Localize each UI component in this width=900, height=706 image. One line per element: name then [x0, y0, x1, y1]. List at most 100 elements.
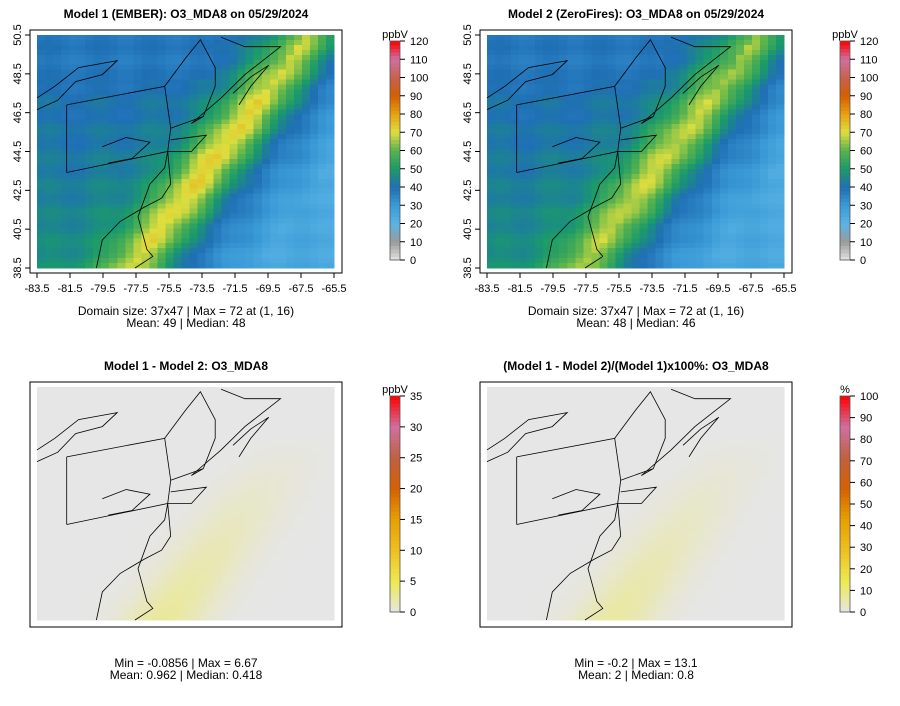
grid-cell	[173, 168, 182, 175]
grid-cell	[61, 69, 70, 76]
grid-cell	[277, 99, 287, 105]
grid-cell	[141, 89, 150, 95]
grid-cell	[599, 59, 608, 66]
grid-cell	[53, 431, 62, 438]
grid-cell	[719, 89, 729, 95]
grid-cell	[245, 401, 255, 408]
grid-cell	[61, 74, 70, 81]
grid-cell	[277, 223, 287, 229]
grid-cell	[157, 153, 166, 160]
grid-cell	[551, 35, 560, 41]
grid-cell	[309, 233, 319, 239]
grid-cell	[53, 466, 62, 472]
grid-cell	[719, 208, 729, 214]
grid-cell	[133, 49, 142, 56]
grid-cell	[631, 203, 641, 210]
grid-cell	[599, 178, 608, 185]
grid-cell	[205, 243, 215, 249]
grid-cell	[197, 94, 207, 100]
grid-cell	[197, 59, 207, 66]
grid-cell	[109, 238, 118, 244]
colorbar-swatch	[390, 172, 400, 177]
grid-cell	[85, 213, 94, 219]
grid-cell	[157, 134, 166, 140]
grid-cell	[37, 505, 46, 512]
grid-cell	[125, 510, 134, 517]
grid-cell	[735, 228, 745, 234]
grid-cell	[77, 441, 86, 447]
grid-cell	[575, 79, 584, 86]
grid-cell	[519, 49, 528, 56]
grid-cell	[213, 144, 223, 150]
grid-cell	[77, 391, 86, 398]
grid-cell	[189, 35, 199, 41]
border-line	[516, 151, 622, 269]
grid-cell	[269, 153, 279, 160]
grid-cell	[165, 238, 174, 244]
grid-cell	[85, 441, 94, 447]
grid-cell	[591, 233, 600, 239]
grid-cell	[45, 208, 54, 214]
grid-cell	[301, 84, 311, 91]
grid-cell	[527, 223, 536, 229]
grid-cell	[269, 84, 279, 91]
grid-cell	[655, 253, 665, 259]
grid-cell	[527, 89, 536, 95]
grid-cell	[109, 411, 118, 418]
colorbar-swatch	[840, 59, 850, 64]
grid-cell	[53, 263, 62, 269]
grid-cell	[221, 491, 231, 497]
grid-cell	[101, 441, 110, 447]
grid-cell	[309, 431, 319, 438]
grid-cell	[109, 228, 118, 234]
grid-cell	[37, 491, 46, 497]
grid-cell	[229, 258, 239, 264]
grid-cell	[293, 114, 303, 120]
grid-cell	[53, 104, 62, 110]
grid-cell	[61, 391, 70, 398]
grid-cell	[117, 208, 126, 214]
grid-cell	[511, 228, 520, 234]
grid-cell	[487, 218, 496, 224]
grid-cell	[487, 64, 496, 71]
grid-cell	[607, 144, 616, 150]
grid-cell	[101, 525, 110, 532]
grid-cell	[53, 238, 62, 244]
grid-cell	[487, 193, 496, 200]
grid-cell	[117, 476, 126, 482]
grid-cell	[157, 59, 166, 66]
grid-cell	[61, 496, 70, 502]
grid-cell	[695, 94, 705, 100]
grid-cell	[53, 456, 62, 462]
grid-cell	[213, 406, 223, 413]
grid-cell	[157, 416, 166, 423]
grid-cell	[261, 486, 271, 492]
grid-cell	[53, 535, 62, 542]
grid-cell	[679, 64, 689, 71]
grid-cell	[197, 535, 207, 542]
y-tick-label: 38.5	[462, 257, 474, 278]
grid-cell	[663, 183, 673, 190]
grid-cell	[269, 134, 279, 140]
grid-cell	[735, 149, 745, 155]
grid-cell	[727, 228, 737, 234]
grid-cell	[647, 35, 657, 41]
grid-cell	[293, 243, 303, 249]
grid-cell	[317, 406, 327, 413]
grid-cell	[575, 129, 584, 135]
grid-cell	[301, 446, 311, 452]
grid-cell	[245, 461, 255, 467]
grid-cell	[253, 183, 263, 190]
grid-cell	[317, 114, 327, 120]
grid-cell	[543, 35, 552, 41]
grid-cell	[591, 69, 600, 76]
grid-cell	[61, 436, 70, 443]
grid-cell	[285, 411, 295, 418]
grid-cell	[511, 183, 520, 190]
grid-cell	[53, 441, 62, 447]
grid-cell	[559, 188, 568, 195]
grid-cell	[165, 54, 174, 61]
grid-cell	[663, 124, 673, 130]
grid-cell	[607, 49, 616, 56]
grid-cell	[711, 248, 721, 254]
